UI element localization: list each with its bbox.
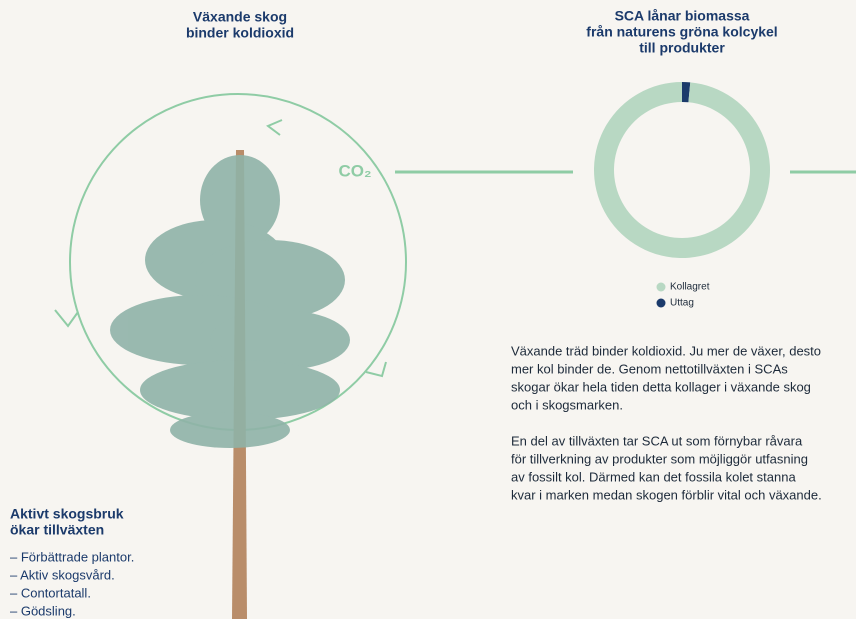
section-title: binder koldioxid [186, 25, 294, 41]
list-item: – Contortatall. [10, 585, 91, 600]
tree [110, 150, 350, 619]
chart-title: från naturens gröna kolcykel [586, 24, 777, 40]
section-title: ökar tillväxten [10, 522, 104, 538]
paragraph-line: kvar i marken medan skogen förblir vital… [511, 487, 822, 502]
paragraph-line: mer kol binder de. Genom nettotillväxten… [511, 361, 788, 376]
paragraph-line: Växande träd binder koldioxid. Ju mer de… [511, 343, 821, 358]
chart-title: till produkter [639, 40, 725, 56]
paragraph-line: av fossilt kol. Därmed kan det fossila k… [511, 469, 796, 484]
paragraph-line: och i skogsmarken. [511, 397, 623, 412]
legend-label: Kollagret [670, 282, 710, 293]
page: {"left_title":["Växande skog","binder ko… [0, 0, 856, 619]
list-item: – Aktiv skogsvård. [10, 567, 115, 582]
chart-title: SCA lånar biomassa [615, 8, 750, 24]
paragraph-line: skogar ökar hela tiden detta kollager i … [511, 379, 811, 394]
paragraph-line: En del av tillväxten tar SCA ut som förn… [511, 433, 803, 448]
paragraph-line: för tillverkning av produkter som möjlig… [511, 451, 808, 466]
co2-label: CO₂ [338, 161, 371, 180]
list-item: – Förbättrade plantor. [10, 549, 134, 564]
legend-swatch [657, 299, 666, 308]
donut-segment [594, 82, 770, 258]
section-title: Växande skog [193, 9, 287, 25]
section-title: Aktivt skogsbruk [10, 506, 124, 522]
infographic: CO₂ Kollagret Uttag Växande skogbinder ko… [0, 0, 856, 619]
legend-label: Uttag [670, 298, 694, 309]
list-item: – Gödsling. [10, 603, 76, 618]
legend-swatch [657, 283, 666, 292]
donut-chart: Kollagret Uttag [594, 82, 770, 309]
